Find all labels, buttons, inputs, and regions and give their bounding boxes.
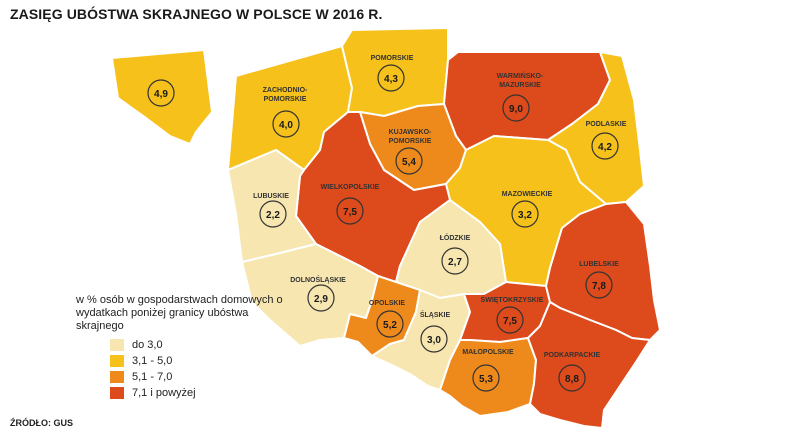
legend-label: 3,1 - 5,0: [132, 355, 173, 367]
dolnoslaskie-value: 2,9: [314, 294, 328, 305]
svg-text:KUJAWSKO-: KUJAWSKO-: [389, 129, 432, 136]
inset-value: 4,9: [154, 89, 168, 100]
podlaskie-value: 4,2: [598, 142, 612, 153]
source-note: ŹRÓDŁO: GUS: [10, 418, 73, 428]
svg-text:LUBUSKIE: LUBUSKIE: [253, 193, 289, 200]
svg-text:ŚLĄSKIE: ŚLĄSKIE: [420, 310, 451, 319]
legend-swatch: [110, 339, 124, 351]
region-malopolskie: MAŁOPOLSKIE 5,3: [439, 337, 537, 417]
legend-swatch: [110, 355, 124, 367]
region-podkarpackie: PODKARPACKIE 8,8: [527, 301, 651, 429]
region-swietokrzyskie: ŚWIĘTOKRZYSKIE 7,5: [459, 281, 551, 343]
lubuskie-value: 2,2: [266, 210, 280, 221]
svg-text:DOLNOŚLĄSKIE: DOLNOŚLĄSKIE: [290, 275, 346, 284]
map-title: ZASIĘG UBÓSTWA SKRAJNEGO W POLSCE W 2016…: [10, 6, 383, 22]
lodzkie-value: 2,7: [448, 257, 462, 268]
legend-label: 7,1 i powyżej: [132, 387, 196, 399]
slaskie-value: 3,0: [427, 335, 441, 346]
svg-text:MAZURSKIE: MAZURSKIE: [499, 82, 541, 89]
svg-text:ŚWIĘTOKRZYSKIE: ŚWIĘTOKRZYSKIE: [481, 295, 544, 304]
legend-item: 5,1 - 7,0: [110, 369, 286, 385]
legend-item: do 3,0: [110, 337, 286, 353]
malopolskie-value: 5,3: [479, 374, 493, 385]
svg-text:POMORSKIE: POMORSKIE: [264, 96, 307, 103]
lubelskie-value: 7,8: [592, 281, 606, 292]
legend-title: w % osób w gospodarstwach domowych o wyd…: [76, 294, 283, 332]
svg-text:LUBELSKIE: LUBELSKIE: [579, 261, 619, 268]
svg-text:PODLASKIE: PODLASKIE: [586, 121, 627, 128]
legend-swatch: [110, 371, 124, 383]
svg-text:POMORSKIE: POMORSKIE: [389, 138, 432, 145]
legend-label: do 3,0: [132, 339, 163, 351]
svg-text:MAZOWIECKIE: MAZOWIECKIE: [502, 191, 553, 198]
svg-text:PODKARPACKIE: PODKARPACKIE: [544, 352, 601, 359]
svg-text:OPOLSKIE: OPOLSKIE: [369, 300, 406, 307]
wielkopolskie-value: 7,5: [343, 207, 357, 218]
svg-text:POMORSKIE: POMORSKIE: [371, 55, 414, 62]
legend-swatch: [110, 387, 124, 399]
opolskie-value: 5,2: [383, 320, 397, 331]
swietokrzyskie-value: 7,5: [503, 316, 517, 327]
legend-item: 3,1 - 5,0: [110, 353, 286, 369]
legend-item: 7,1 i powyżej: [110, 385, 286, 401]
podkarpackie-value: 8,8: [565, 374, 579, 385]
region-inset: 4,9: [111, 49, 213, 145]
svg-text:WIELKOPOLSKIE: WIELKOPOLSKIE: [321, 184, 380, 191]
svg-text:MAŁOPOLSKIE: MAŁOPOLSKIE: [462, 349, 514, 356]
region-pomorskie: POMORSKIE 4,3: [341, 27, 449, 117]
map-legend: w % osób w gospodarstwach domowych o wyd…: [76, 294, 286, 401]
zachodniopomorskie-value: 4,0: [279, 120, 293, 131]
mazowieckie-value: 3,2: [518, 210, 532, 221]
legend-label: 5,1 - 7,0: [132, 371, 173, 383]
svg-text:WARMIŃSKO-: WARMIŃSKO-: [497, 71, 544, 80]
pomorskie-value: 4,3: [384, 74, 398, 85]
svg-text:ZACHODNIO-: ZACHODNIO-: [263, 87, 308, 94]
region-lubuskie: LUBUSKIE 2,2: [227, 149, 317, 263]
kujawsko-value: 5,4: [402, 157, 416, 168]
warminsko-value: 9,0: [509, 104, 523, 115]
svg-text:ŁÓDZKIE: ŁÓDZKIE: [440, 233, 471, 242]
